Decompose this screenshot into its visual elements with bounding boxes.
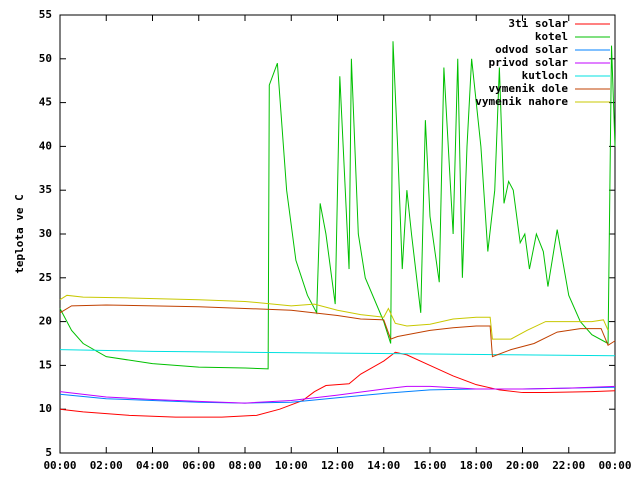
y-tick-label: 20 — [39, 315, 52, 328]
series-line — [59, 349, 616, 357]
y-tick-label: 50 — [39, 52, 52, 65]
y-tick-label: 25 — [39, 271, 52, 284]
y-tick-label: 10 — [39, 402, 52, 415]
series-line — [59, 41, 616, 370]
y-tick-label: 55 — [39, 8, 52, 21]
x-tick-label: 16:00 — [413, 459, 446, 472]
y-tick-label: 35 — [39, 183, 52, 196]
legend-label: vymenik dole — [489, 82, 569, 95]
series-line — [59, 385, 616, 404]
series-line — [59, 294, 609, 340]
y-tick-label: 45 — [39, 96, 52, 109]
x-tick-label: 04:00 — [136, 459, 169, 472]
x-tick-label: 22:00 — [552, 459, 585, 472]
legend-label: kotel — [535, 30, 568, 43]
y-axis-label: teplota ve C — [13, 194, 26, 273]
legend-label: odvod solar — [495, 43, 568, 56]
y-tick-label: 5 — [45, 446, 52, 459]
y-tick-label: 40 — [39, 139, 52, 152]
x-tick-label: 08:00 — [228, 459, 261, 472]
legend-label: vymenik nahore — [475, 95, 568, 108]
y-tick-label: 15 — [39, 358, 52, 371]
x-tick-label: 14:00 — [367, 459, 400, 472]
x-tick-label: 12:00 — [321, 459, 354, 472]
y-tick-label: 30 — [39, 227, 52, 240]
x-tick-label: 20:00 — [506, 459, 539, 472]
x-tick-label: 18:00 — [460, 459, 493, 472]
x-tick-label: 02:00 — [90, 459, 123, 472]
legend-label: privod solar — [489, 56, 569, 69]
x-tick-label: 00:00 — [43, 459, 76, 472]
legend-label: 3ti solar — [508, 17, 568, 30]
legend-label: kutloch — [522, 69, 568, 82]
x-tick-label: 06:00 — [182, 459, 215, 472]
series-line — [59, 351, 616, 418]
x-tick-label: 00:00 — [598, 459, 631, 472]
x-tick-label: 10:00 — [275, 459, 308, 472]
series-line — [59, 304, 616, 358]
